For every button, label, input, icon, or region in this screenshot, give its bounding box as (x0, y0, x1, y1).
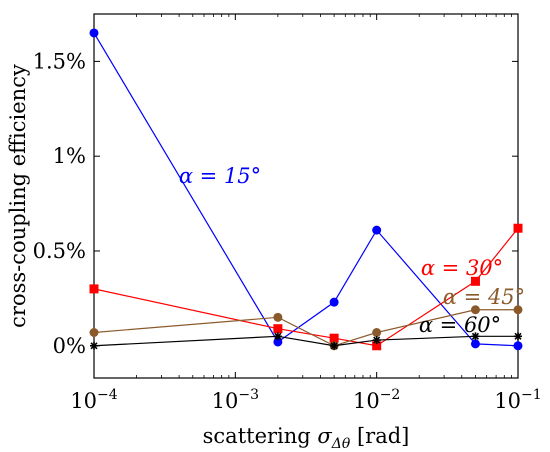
plot-frame (93, 13, 519, 379)
data-point (513, 305, 523, 315)
data-point (89, 328, 99, 337)
data-point (470, 305, 480, 315)
series-label: α = 45° (443, 285, 525, 309)
y-tick-label: 1% (53, 144, 86, 168)
series-line (93, 309, 518, 347)
series-3 (90, 332, 522, 350)
data-point (329, 297, 339, 307)
data-point (513, 341, 523, 351)
y-tick-label: 1.5% (33, 49, 86, 73)
data-point (273, 312, 283, 322)
series-line (93, 335, 518, 347)
y-tick-label: 0.5% (33, 239, 86, 263)
data-point (372, 225, 382, 235)
y-tick-label: 0% (53, 334, 86, 358)
data-point (273, 337, 283, 347)
data-point (471, 332, 480, 341)
series-label: α = 15° (179, 164, 261, 188)
series-line (93, 227, 519, 347)
data-point (273, 324, 283, 334)
x-tick-label: 10−2 (353, 387, 400, 413)
data-point (514, 332, 522, 341)
data-point (513, 223, 523, 233)
series-label: α = 60° (419, 313, 501, 337)
data-point (89, 284, 99, 294)
data-point (372, 336, 381, 345)
data-point (329, 333, 339, 343)
data-point (372, 341, 382, 351)
x-tick-label: 10−4 (70, 387, 117, 413)
series-annotations: α = 15° α = 30° α = 45° α = 60° (179, 164, 525, 337)
series-line (93, 32, 519, 347)
data-point (273, 332, 282, 341)
series-0 (89, 28, 523, 351)
x-tick-label: 10−3 (212, 387, 259, 413)
series-layer (89, 28, 523, 351)
data-point (372, 328, 382, 337)
axis-ticks: 10−4 10−3 10−2 10−1 0% 0.5% 1% 1.5% (33, 14, 542, 413)
series-1 (89, 223, 523, 351)
data-point (470, 339, 480, 349)
data-point (330, 341, 339, 350)
data-point (89, 28, 99, 38)
x-tick-label: 10−1 (494, 387, 541, 413)
x-axis-title: scattering σΔθ [rad] (203, 424, 410, 452)
y-axis-title: cross-coupling efficiency (6, 64, 30, 328)
data-point (90, 341, 98, 350)
data-point (470, 276, 480, 286)
series-label: α = 30° (421, 256, 503, 280)
